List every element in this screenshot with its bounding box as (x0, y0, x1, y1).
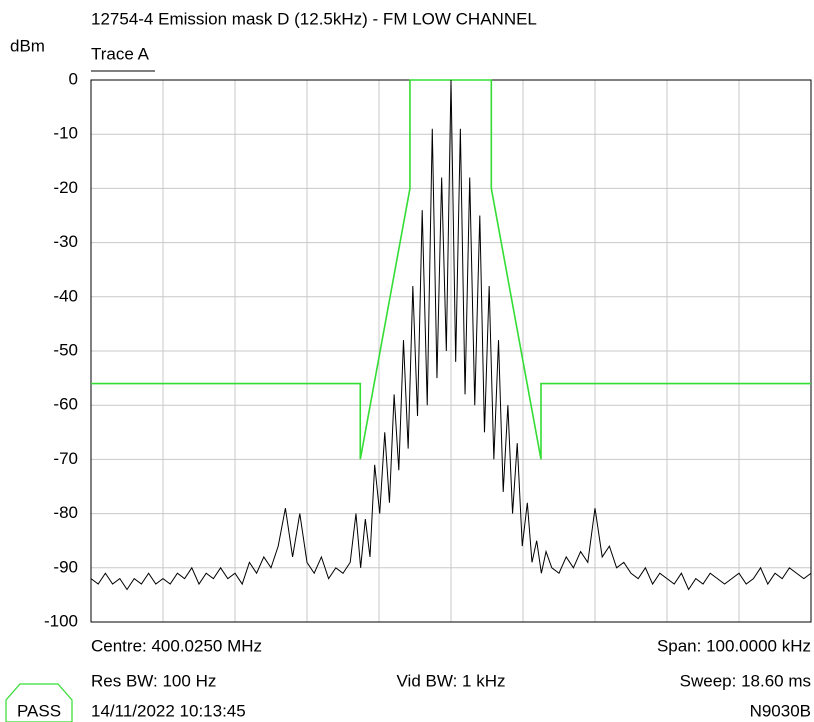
y-tick-label: -30 (53, 232, 78, 251)
y-tick-label: -60 (53, 395, 78, 414)
res-bw-label: Res BW: 100 Hz (91, 671, 216, 690)
instrument: N9030B (750, 701, 811, 720)
sweep-label: Sweep: 18.60 ms (680, 671, 811, 690)
centre-label: Centre: 400.0250 MHz (91, 636, 262, 655)
series-line (90, 79, 812, 591)
span-label: Span: 100.0000 kHz (657, 636, 811, 655)
y-tick-label: -10 (53, 124, 78, 143)
vid-bw-label: Vid BW: 1 kHz (397, 671, 506, 690)
y-tick-label: -40 (53, 286, 78, 305)
y-tick-label: -100 (44, 611, 78, 630)
timestamp: 14/11/2022 10:13:45 (91, 701, 246, 720)
y-tick-label: -50 (53, 340, 78, 359)
legend-label: Trace A (91, 44, 150, 63)
y-tick-label: 0 (69, 69, 78, 88)
y-tick-label: -90 (53, 557, 78, 576)
chart-title: 12754-4 Emission mask D (12.5kHz) - FM L… (91, 9, 537, 28)
y-tick-label: -20 (53, 178, 78, 197)
status-badge (5, 683, 73, 722)
y-axis-label: dBm (10, 36, 45, 55)
y-tick-label: -80 (53, 503, 78, 522)
y-tick-label: -70 (53, 449, 78, 468)
status-label: PASS (17, 701, 61, 720)
